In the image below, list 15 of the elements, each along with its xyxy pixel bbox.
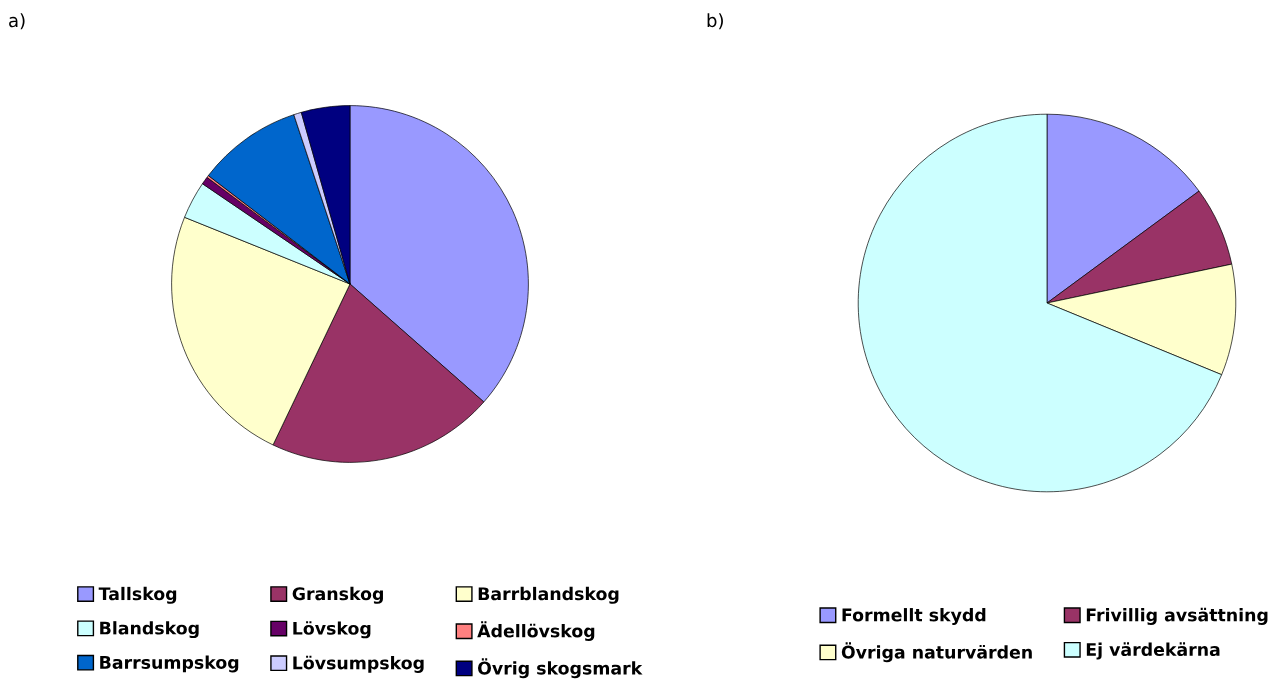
legend-label: Ädellövskog: [477, 621, 595, 641]
legend-label: Övriga naturvärden: [841, 642, 1032, 663]
legend-label: Lövsumpskog: [293, 655, 424, 673]
legend-label: Formellt skydd: [842, 608, 986, 626]
legend-label: Ej värdekärna: [1086, 642, 1220, 660]
legend-label: Granskog: [292, 586, 383, 604]
legend-label: Frivillig avsättning: [1086, 607, 1268, 626]
legend-label: Övrig skogsmark: [478, 658, 643, 679]
legend-label: Lövskog: [293, 621, 371, 639]
legend-label: Blandskog: [100, 621, 199, 639]
chart-title: a): [9, 13, 25, 30]
chart-title: b): [707, 13, 723, 30]
legend-label: Barrsumpskog: [100, 655, 239, 673]
legend-label: Tallskog: [98, 586, 177, 604]
legend-label: Barrblandskog: [478, 586, 619, 604]
